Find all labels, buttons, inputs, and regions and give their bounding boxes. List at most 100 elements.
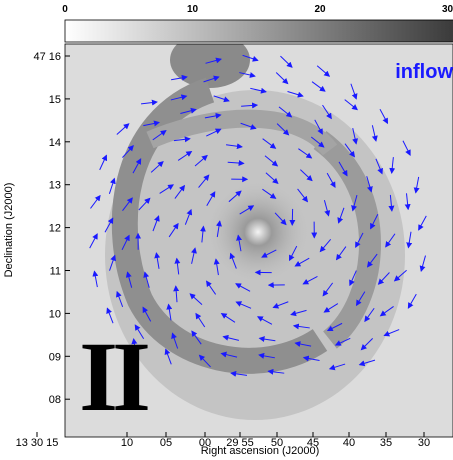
- vector-arrow: [275, 72, 289, 85]
- vector-arrow: [419, 255, 426, 272]
- x-tick-label: 40: [343, 437, 355, 449]
- vector-arrow: [241, 102, 259, 109]
- vector-arrow: [159, 184, 174, 194]
- vector-arrow: [191, 330, 202, 345]
- vector-arrow: [180, 107, 197, 114]
- vector-arrow: [364, 307, 375, 323]
- vector-arrow: [242, 54, 259, 62]
- vector-arrow: [349, 270, 357, 287]
- vector-arrow: [89, 233, 98, 249]
- vector-arrow: [294, 341, 312, 347]
- vector-arrow: [152, 130, 167, 141]
- vector-arrow: [138, 197, 151, 211]
- vector-arrow: [199, 225, 206, 243]
- colorbar-tick-label: 20: [314, 4, 326, 15]
- vector-arrow: [322, 104, 332, 120]
- vector-arrow: [109, 254, 116, 271]
- vector-arrow: [250, 87, 267, 94]
- vector-arrow: [338, 161, 348, 177]
- vector-arrow: [166, 303, 173, 321]
- vector-arrow: [404, 193, 411, 211]
- vector-arrow: [104, 217, 114, 233]
- vector-arrow: [198, 354, 211, 368]
- vector-arrow: [371, 125, 378, 142]
- vector-arrow: [235, 301, 252, 309]
- vector-arrow: [267, 368, 285, 375]
- y-tick-label: 47 16: [33, 51, 61, 63]
- colorbar-tick-label: 30: [442, 4, 453, 15]
- vector-arrow: [276, 123, 290, 136]
- vector-arrow: [323, 200, 331, 217]
- vector-arrow: [287, 91, 304, 98]
- y-tick-label: 09: [49, 351, 61, 363]
- vector-arrow: [264, 155, 279, 167]
- vector-arrow: [298, 148, 313, 159]
- vector-arrow: [302, 355, 320, 362]
- y-tick-label: 14: [49, 137, 61, 149]
- vector-arrow: [239, 205, 255, 215]
- vector-arrow: [289, 245, 298, 262]
- vector-arrow: [142, 306, 152, 322]
- image-frame: [64, 43, 453, 438]
- vector-arrow: [206, 280, 217, 295]
- x-axis-label: Right ascension (J2000): [201, 445, 320, 457]
- vector-arrow: [168, 222, 179, 238]
- y-axis-label: Declination (J2000): [3, 183, 15, 278]
- vector-arrow: [235, 283, 251, 292]
- vector-arrow: [350, 83, 358, 100]
- vector-arrow: [294, 257, 310, 267]
- vector-arrow: [337, 207, 345, 224]
- x-tick-label: 30: [418, 437, 430, 449]
- vector-arrow: [278, 106, 293, 118]
- vector-arrow: [326, 322, 343, 331]
- vector-arrow: [198, 174, 210, 188]
- vector-arrow: [319, 238, 332, 253]
- vector-arrow: [344, 99, 358, 111]
- vector-arrow: [222, 334, 240, 341]
- vector-arrow: [280, 55, 293, 68]
- y-tick-label: 15: [49, 94, 61, 106]
- vector-arrow: [258, 352, 275, 359]
- x-tick-label: 05: [160, 437, 172, 449]
- vector-arrow: [205, 57, 222, 64]
- vector-arrow: [402, 140, 411, 156]
- vector-arrow: [213, 95, 230, 103]
- vector-arrow: [174, 184, 186, 199]
- y-tick-label: 13: [49, 180, 61, 192]
- vector-arrow: [388, 194, 395, 212]
- vector-arrow: [170, 94, 188, 101]
- y-tick-label: 12: [49, 223, 61, 235]
- vector-arrow: [316, 65, 331, 77]
- vector-arrow: [418, 215, 427, 231]
- vector-arrow: [290, 309, 307, 317]
- x-tick-label: 50: [271, 437, 283, 449]
- vector-arrow: [272, 301, 289, 309]
- vector-arrow: [226, 143, 243, 150]
- vector-arrow: [310, 136, 325, 148]
- vector-arrow: [323, 303, 339, 313]
- vector-arrow: [360, 337, 374, 351]
- vector-arrow: [351, 195, 358, 212]
- vector-arrow: [292, 323, 310, 330]
- vector-arrow: [413, 176, 420, 194]
- vector-arrow: [274, 212, 287, 226]
- vector-arrow: [206, 128, 222, 137]
- panel-label: II: [79, 321, 148, 432]
- vector-arrow: [106, 307, 114, 324]
- galaxy-image: [65, 44, 453, 437]
- vector-arrow: [152, 215, 160, 232]
- vector-arrow: [92, 270, 99, 288]
- vector-arrow: [171, 332, 179, 349]
- vector-arrow: [261, 249, 277, 258]
- vector-arrow: [143, 120, 160, 127]
- vector-arrow: [239, 72, 256, 78]
- vector-arrow: [383, 329, 400, 337]
- vector-arrow: [189, 293, 203, 306]
- vector-arrow: [154, 252, 161, 269]
- vector-arrow: [150, 161, 164, 173]
- vector-arrow: [99, 154, 108, 171]
- vector-arrow: [377, 272, 390, 285]
- x-tick-label: 35: [380, 437, 392, 449]
- vector-arrow: [184, 208, 193, 225]
- vector-arrow: [366, 253, 378, 268]
